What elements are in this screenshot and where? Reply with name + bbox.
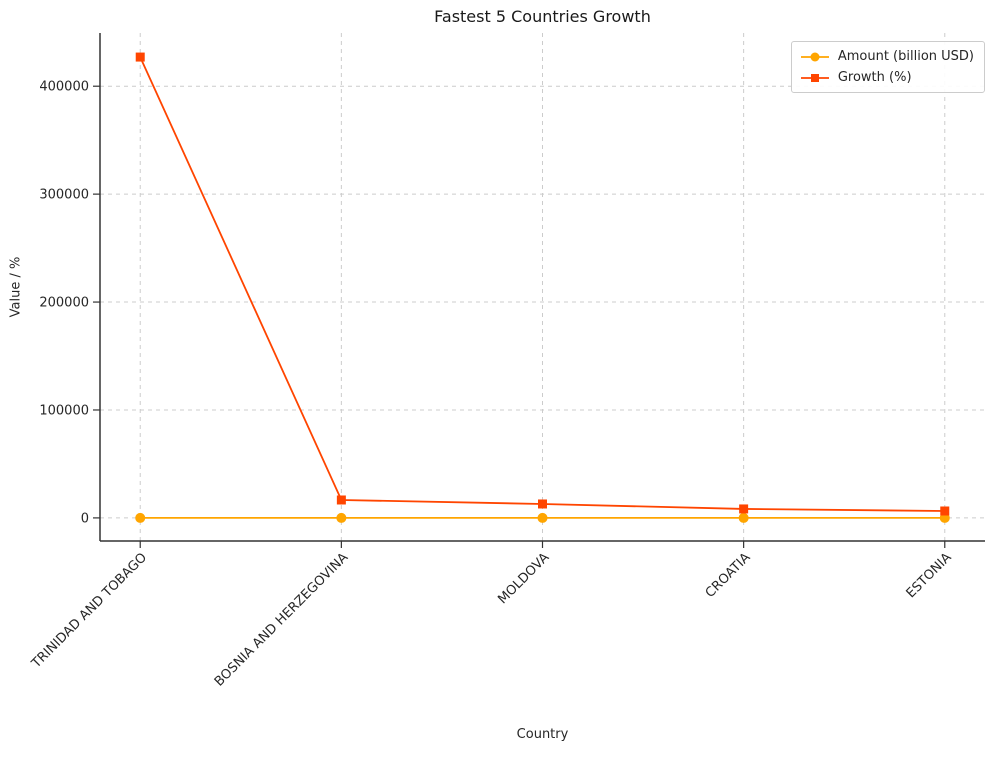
data-point-marker (738, 512, 749, 523)
x-axis-label: Country (516, 727, 569, 742)
data-point-marker (537, 512, 548, 523)
data-point-marker (135, 52, 145, 62)
legend-label-amount: Amount (billion USD) (837, 49, 974, 64)
x-tick-label: ESTONIA (904, 550, 955, 601)
legend: Amount (billion USD) Growth (%) (790, 41, 985, 93)
data-point-marker (538, 499, 547, 509)
legend-item-amount: Amount (billion USD) (800, 49, 974, 64)
x-tick-label: MOLDOVA (495, 550, 552, 607)
y-tick-label: 200000 (39, 296, 89, 311)
tick-labels: 0 100000 200000 300000 400000 TRINIDAD AND TO… (28, 80, 954, 690)
axes-spines-and-ticks (93, 33, 985, 548)
legend-swatch-marker (810, 73, 819, 82)
data-point-marker (336, 495, 346, 505)
x-tick-label: TRINIDAD AND TOBAGO (28, 550, 150, 672)
y-tick-label: 0 (81, 511, 89, 526)
y-tick-label: 300000 (39, 188, 89, 203)
growth-line-marker-icon (800, 73, 829, 82)
y-tick-label: 400000 (39, 80, 89, 95)
legend-swatch-marker (810, 52, 820, 61)
x-tick-label: CROATIA (703, 550, 754, 601)
chart-title: Fastest 5 Countries Growth (434, 7, 651, 26)
legend-label-growth: Growth (%) (837, 70, 912, 85)
legend-item-growth: Growth (%) (800, 70, 974, 85)
x-tick-label: BOSNIA AND HERZEGOVINA (212, 550, 351, 689)
data-point-marker (739, 504, 749, 514)
data-point-marker (135, 512, 146, 523)
data-series (135, 52, 950, 523)
data-point-marker (336, 512, 347, 523)
gridlines (100, 33, 985, 541)
amount-line-marker-icon (800, 52, 829, 61)
y-tick-label: 100000 (39, 403, 89, 418)
data-point-marker (940, 506, 950, 516)
y-axis-label: Value / % (8, 256, 24, 318)
